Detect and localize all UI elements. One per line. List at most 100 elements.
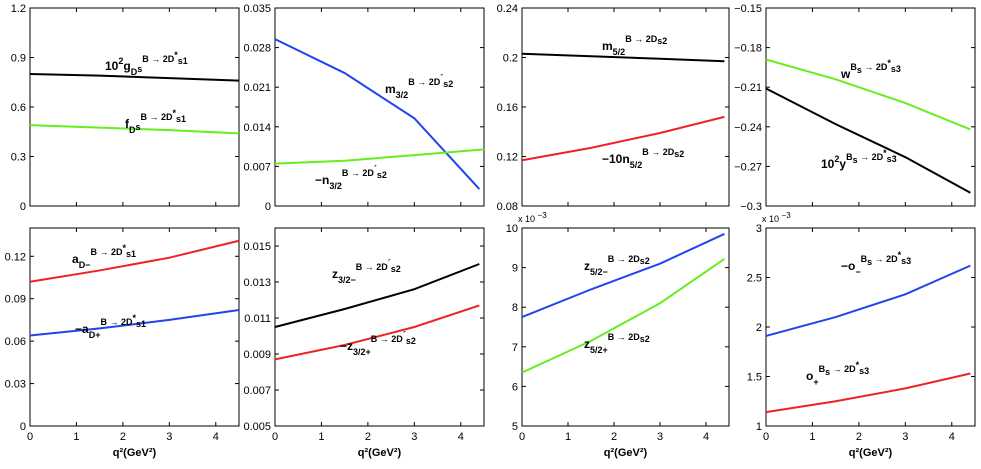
y-tick-label: 0.03 [5, 379, 26, 391]
y-tick-label: 0.08 [497, 201, 518, 213]
series-line-2 [274, 304, 480, 361]
y-tick-label: 0.021 [243, 82, 271, 94]
y-tick-label: 0.007 [243, 161, 271, 173]
x-tick-label: 2 [365, 431, 371, 443]
series-line-2 [29, 124, 240, 135]
x-axis-label: q²(GeV²) [604, 447, 648, 459]
series-line-2 [521, 258, 725, 374]
chart-panel-p6: 0.005 0.007 0.009 0.011 0.013 0.015 0 1 2 3 4 q²(Ge… [243, 227, 485, 459]
y-tick-label: 0.013 [243, 277, 271, 289]
x-axis-label: q²(GeV²) [113, 447, 157, 459]
y-tick-label: 1 [756, 421, 762, 433]
y-tick-label: 0.12 [497, 152, 518, 164]
series-line-1 [521, 233, 725, 319]
series-annotation: wBs → 2D*s3 [840, 58, 901, 81]
series-annotation: −aD+B → 2D*s1 [75, 313, 146, 340]
x-tick-label: 3 [411, 431, 417, 443]
y-tick-label: 6 [512, 381, 518, 393]
y-tick-label: 1.5 [747, 372, 762, 384]
y-tick-label: 10 [506, 223, 518, 235]
y-tick-label: 2 [756, 322, 762, 334]
x-tick-label: 2 [120, 431, 126, 443]
chart-panel-p4: −0.3 −0.27 −0.24 −0.21 −0.18 −0.15 wBs → 2D*s3… [734, 3, 976, 213]
axis-multiplier-exponent: −3 [538, 211, 548, 220]
y-tick-label: 0.9 [11, 53, 26, 65]
series-annotation: z5/2+B → 2Ds2 [584, 332, 650, 355]
y-tick-label: −0.27 [734, 161, 762, 173]
series-line-2 [521, 115, 725, 162]
y-tick-label: 0.035 [243, 3, 271, 15]
series-annotation: 102yBs → 2D*s3 [821, 148, 897, 171]
x-tick-label: 0 [272, 431, 278, 443]
x-tick-label: 1 [318, 431, 324, 443]
y-tick-label: 0.015 [243, 241, 271, 253]
y-tick-label: 0.011 [244, 313, 271, 325]
chart-panel-p3: 0.08 0.12 0.16 0.2 0.24 m5/2B → 2Ds2 −10n5/2B … [497, 3, 730, 213]
y-tick-label: 2.5 [747, 273, 762, 285]
series-line-1 [521, 52, 725, 63]
series-line-2 [274, 148, 485, 165]
y-tick-label: 0.009 [243, 349, 271, 361]
y-tick-label: 0.007 [243, 385, 271, 397]
y-tick-label: 0.028 [243, 43, 271, 55]
y-tick-label: 0.014 [243, 122, 271, 134]
x-axis-label: q²(GeV²) [849, 447, 893, 459]
y-tick-label: 9 [512, 263, 518, 275]
x-tick-label: 4 [703, 431, 709, 443]
plot-frame [521, 227, 730, 427]
y-tick-label: 0.3 [11, 152, 26, 164]
y-tick-label: 0.24 [497, 3, 518, 15]
series-annotation: o+Bs → 2D*s3 [806, 360, 869, 387]
y-tick-label: 0.005 [243, 421, 271, 433]
axis-multiplier-exponent: −3 [782, 211, 792, 220]
y-tick-label: −0.21 [734, 82, 762, 94]
series-line-1 [29, 73, 240, 82]
y-tick-label: 0.09 [5, 294, 26, 306]
chart-panel-p5: 0 0.03 0.06 0.09 0.12 0 1 2 3 4 q²(GeV²) aD−B → 2D*… [5, 227, 240, 459]
y-tick-label: −0.3 [740, 201, 762, 213]
y-tick-label: 0.06 [5, 336, 26, 348]
plot-frame [765, 7, 976, 207]
chart-panel-p2: 0 0.007 0.014 0.021 0.028 0.035 m3/2B → 2D´s2 −… [243, 3, 485, 213]
y-tick-label: 5 [512, 421, 518, 433]
x-tick-label: 1 [73, 431, 79, 443]
x-tick-label: 4 [949, 431, 955, 443]
y-tick-label: 0 [20, 201, 26, 213]
y-tick-label: 0.12 [5, 251, 26, 263]
series-annotation: −z3/2+B → 2D´s2 [340, 330, 416, 357]
series-line-2 [29, 309, 240, 337]
plot-frame [274, 227, 485, 427]
y-tick-label: −0.15 [734, 3, 762, 15]
series-annotation: 102gDsB → 2D*s1 [105, 50, 188, 77]
series-annotation: z5/2−B → 2Ds2 [584, 254, 650, 277]
x-tick-label: 3 [902, 431, 908, 443]
series-line-1 [765, 58, 971, 131]
y-tick-label: 8 [512, 302, 518, 314]
y-tick-label: −0.24 [734, 122, 762, 134]
series-line-1 [765, 264, 971, 337]
x-tick-label: 0 [763, 431, 769, 443]
x-tick-label: 3 [657, 431, 663, 443]
x-tick-label: 1 [809, 431, 815, 443]
series-annotation: aD−B → 2D*s1 [72, 243, 136, 270]
series-line-1 [29, 239, 240, 283]
y-tick-label: 0 [265, 201, 271, 213]
series-annotation: m5/2B → 2Ds2 [602, 34, 667, 57]
x-tick-label: 4 [213, 431, 219, 443]
series-line-2 [765, 87, 971, 194]
x-axis-label: q²(GeV²) [358, 447, 402, 459]
y-tick-label: 7 [512, 342, 518, 354]
series-annotation: −o−Bs → 2D*s3 [841, 250, 911, 277]
x-tick-label: 2 [856, 431, 862, 443]
series-annotation: m3/2B → 2D´s2 [385, 73, 453, 100]
y-tick-label: 3 [756, 223, 762, 235]
chart-panel-p8: 11.522.530 1 2 3 4q²(GeV²)x 10 −3−o−Bs → 2D*… [747, 211, 976, 459]
series-annotation: −10n5/2B → 2Ds2 [602, 147, 684, 170]
y-tick-label: 1.2 [11, 3, 26, 15]
plot-frame [29, 7, 240, 207]
series-annotation: fDsB → 2D*s1 [125, 108, 186, 135]
x-tick-label: 4 [458, 431, 464, 443]
plot-frame [274, 7, 485, 207]
x-tick-label: 2 [611, 431, 617, 443]
